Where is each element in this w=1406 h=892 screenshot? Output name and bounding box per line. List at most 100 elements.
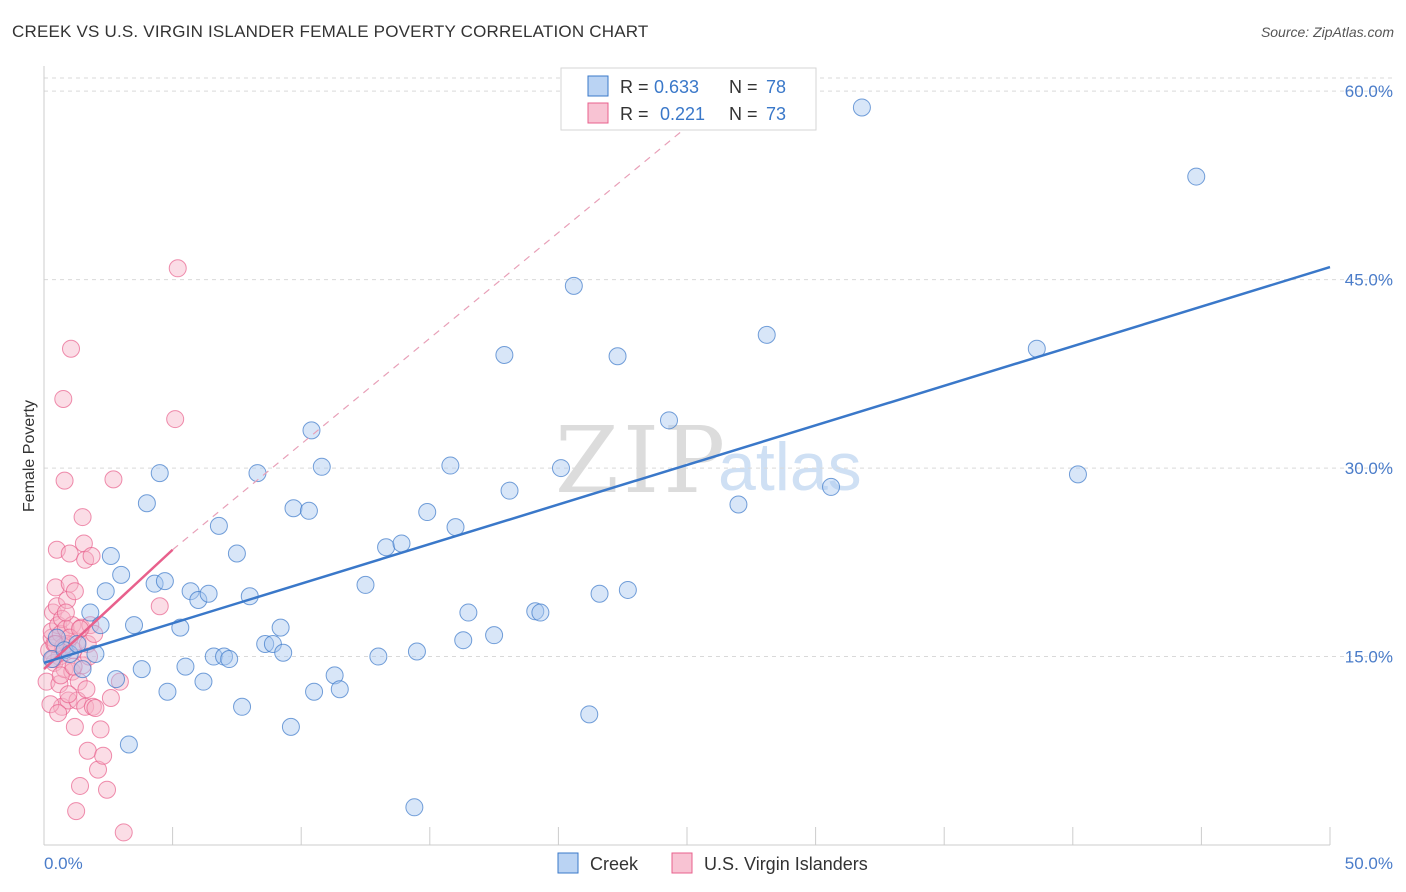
virgin-islanders-point [77,680,96,699]
bottom-legend-label-virgin-islanders: U.S. Virgin Islanders [704,854,868,874]
virgin-islanders-point [104,470,123,489]
creek-point [233,697,252,716]
virgin-islanders-point [46,634,65,653]
chart-title: CREEK VS U.S. VIRGIN ISLANDER FEMALE POV… [12,22,649,41]
creek-point [618,580,637,599]
creek-point [551,459,570,478]
creek-point [407,642,426,661]
creek-point [73,660,92,679]
virgin-islanders-point [114,823,133,842]
virgin-islanders-point [55,471,74,490]
creek-point [204,647,223,666]
creek-point [256,634,275,653]
creek-point [189,590,208,609]
grid-lines [44,77,1395,658]
creek-point [659,411,678,430]
legend-n-label-virgin-islanders: N = [729,104,758,124]
virgin-islanders-point [65,582,84,601]
virgin-islanders-points [37,259,187,842]
virgin-islanders-trend-extension [172,115,701,551]
virgin-islanders-point [85,624,104,643]
legend-r-label-virgin-islanders: R = [620,104,649,124]
creek-point [757,325,776,344]
virgin-islanders-point [78,741,97,760]
creek-point [590,584,609,603]
creek-point [1068,465,1087,484]
virgin-islanders-point [168,259,187,278]
creek-point [112,565,131,584]
x-tick-label: 50.0% [1345,854,1393,873]
virgin-islanders-point [54,389,73,408]
virgin-islanders-point [56,603,75,622]
creek-point [220,650,239,669]
y-tick-label: 15.0% [1345,648,1393,667]
virgin-islanders-point [60,544,79,563]
virgin-islanders-point [65,717,84,736]
creek-point [176,657,195,676]
creek-point [822,477,841,496]
creek-point [215,647,234,666]
creek-point [199,584,218,603]
virgin-islanders-point [89,760,108,779]
series-legend: Creek U.S. Virgin Islanders [557,852,868,874]
creek-trend-line [43,265,1331,665]
creek-point [101,547,120,566]
creek-point [209,516,228,535]
bottom-legend-swatch-virgin-islanders [671,852,693,874]
virgin-islanders-point [51,666,70,685]
virgin-islanders-trend-line [43,548,174,671]
creek-point [107,670,126,689]
creek-point [441,456,460,475]
virgin-islanders-point [62,339,81,358]
creek-point [299,501,318,520]
creek-point [729,495,748,514]
creek-point [1187,167,1206,186]
trend-lines [43,115,1331,671]
virgin-islanders-point [59,691,78,710]
virgin-islanders-point [91,720,110,739]
virgin-islanders-point [67,802,86,821]
legend-n-value-virgin-islanders: 73 [766,104,786,124]
creek-point [500,481,519,500]
axes [43,66,1331,846]
virgin-islanders-point [59,685,78,704]
y-tick-labels: 15.0% 30.0% 45.0% 60.0% [1345,82,1393,666]
creek-point [194,672,213,691]
creek-point [330,680,349,699]
creek-point [96,582,115,601]
creek-point [227,544,246,563]
virgin-islanders-point [73,656,92,675]
creek-point [284,499,303,518]
creek-point [155,572,174,591]
y-tick-label: 60.0% [1345,82,1393,101]
x-tick-label: 0.0% [44,854,83,873]
creek-point [271,618,290,637]
creek-point [150,464,169,483]
creek-point [119,735,138,754]
creek-point [137,494,156,513]
creek-point [580,705,599,724]
source-label: Source: ZipAtlas.com [1260,24,1394,40]
creek-point [459,603,478,622]
virgin-islanders-point [166,410,185,429]
bottom-legend-label-creek: Creek [590,854,639,874]
creek-point [418,503,437,522]
creek-point [302,421,321,440]
legend-swatch-virgin-islanders [587,102,609,124]
creek-point [158,682,177,701]
creek-point [356,575,375,594]
x-tick-labels: 0.0% 50.0% [44,854,1393,873]
creek-point [405,798,424,817]
creek-point [86,645,105,664]
creek-point [125,616,144,635]
creek-point [312,457,331,476]
creek-point [132,660,151,679]
creek-point [392,534,411,553]
creek-point [145,574,164,593]
creek-point [564,276,583,295]
creek-point [305,682,324,701]
y-axis-title: Female Poverty [21,400,38,512]
creek-point [608,347,627,366]
creek-point [325,666,344,685]
